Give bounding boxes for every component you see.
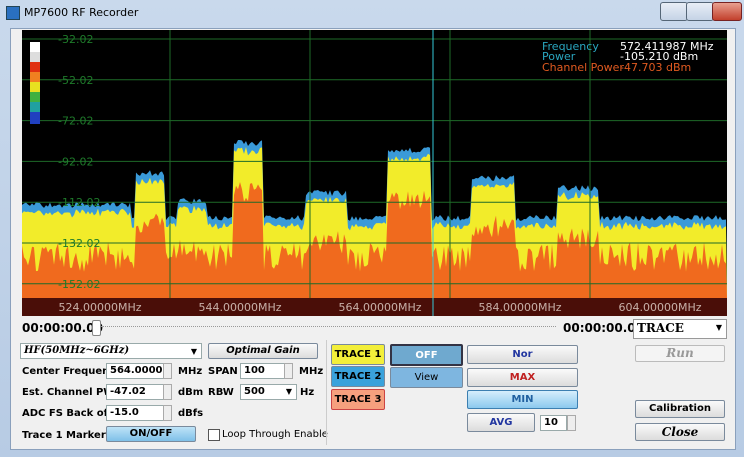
rbw-select[interactable]: 500 ▼ [240,384,297,400]
unit-label: dBfs [178,408,204,419]
view-button[interactable]: View [390,367,463,388]
calibration-button[interactable]: Calibration [635,400,725,418]
spectrum-min-trace [22,182,727,298]
min-button[interactable]: MIN [467,390,578,409]
spinner[interactable] [163,405,172,421]
trace-button[interactable]: TRACE 2 [331,366,385,387]
x-axis-label: 584.00000MHz [478,301,561,314]
minimize-button[interactable] [660,2,688,21]
readout-value: -47.703 dBm [620,61,691,74]
y-axis-label: -32.02 [58,33,93,46]
band-select-value: HF(50MHz~6GHz) [24,345,130,356]
readout-label: Channel Power [542,61,624,74]
color-scale [30,42,40,124]
unit-label: dBm [178,387,204,398]
unit-label: MHz [178,366,203,377]
readout-value: 572.411987 MHz [620,40,714,53]
time-start: 00:00:00.00 [22,321,103,335]
time-end: 00:00:00.00 [563,321,644,335]
y-axis-label: -132.02 [58,237,100,250]
readout-label: Power [542,50,576,63]
maximize-button[interactable] [686,2,714,21]
trace-button[interactable]: TRACE 3 [331,389,385,410]
trace-panel [326,340,633,445]
center-frequency-input[interactable]: 564.00000 [106,363,169,379]
readout-value: -105.210 dBm [620,50,698,63]
spinner[interactable] [567,415,576,431]
field-label: Trace 1 Marker [22,430,106,441]
checkbox[interactable] [208,429,220,441]
avg-count-input[interactable]: 10 [540,415,567,431]
window-title: MP7600 RF Recorder [24,6,139,19]
off-button[interactable]: OFF [390,344,463,366]
x-axis-label: 544.00000MHz [198,301,281,314]
field-label: Est. Channel PWR [22,387,123,398]
x-axis-label: 604.00000MHz [618,301,701,314]
max-button[interactable]: MAX [467,368,578,387]
field-label: ADC FS Back off [22,408,112,419]
trace-button[interactable]: TRACE 1 [331,344,385,365]
close-window-button[interactable] [712,2,742,21]
app-icon [6,6,20,20]
mode-select-value: TRACE [637,321,684,335]
y-axis-label: -72.02 [58,115,93,128]
adc-backoff-input[interactable]: -15.0 [106,405,165,421]
timeline-thumb[interactable] [92,320,101,336]
spinner[interactable] [163,363,172,379]
spectrum-display: -32.02 -52.02 -72.02 -92.02 -112.02 -132.02 -1… [22,30,727,316]
band-select[interactable]: HF(50MHz~6GHz) ▼ [20,343,202,359]
readout-label: Frequency [542,40,599,53]
y-axis-label: -152.02 [58,278,100,291]
close-button[interactable]: Close [635,423,725,441]
checkbox-label: Loop Through Enable [222,429,328,440]
unit-label: Hz [300,387,315,398]
x-axis-label: 524.00000MHz [58,301,141,314]
channel-power-input[interactable]: -47.02 [106,384,165,400]
nor-button[interactable]: Nor [467,345,578,364]
optimal-gain-button[interactable]: Optimal Gain [208,343,318,359]
x-axis-label: 564.00000MHz [338,301,421,314]
span-input[interactable]: 100 [240,363,285,379]
y-axis-label: -52.02 [58,74,93,87]
y-axis-label: -112.02 [58,196,100,209]
unit-label: MHz [299,366,324,377]
field-label: RBW [208,387,234,398]
marker-toggle-button[interactable]: ON/OFF [106,426,196,442]
run-button[interactable]: Run [635,345,725,362]
avg-button[interactable]: AVG [467,413,535,432]
frequency-axis-band [22,298,727,316]
timeline-track [96,326,556,329]
field-label: Center Frequency [22,366,122,377]
mode-select[interactable]: TRACE ▼ [633,319,727,339]
field-label: SPAN [208,366,238,377]
spinner[interactable] [284,363,293,379]
y-axis-label: -92.02 [58,155,93,168]
rbw-select-value: 500 [244,386,265,397]
spinner[interactable] [163,384,172,400]
